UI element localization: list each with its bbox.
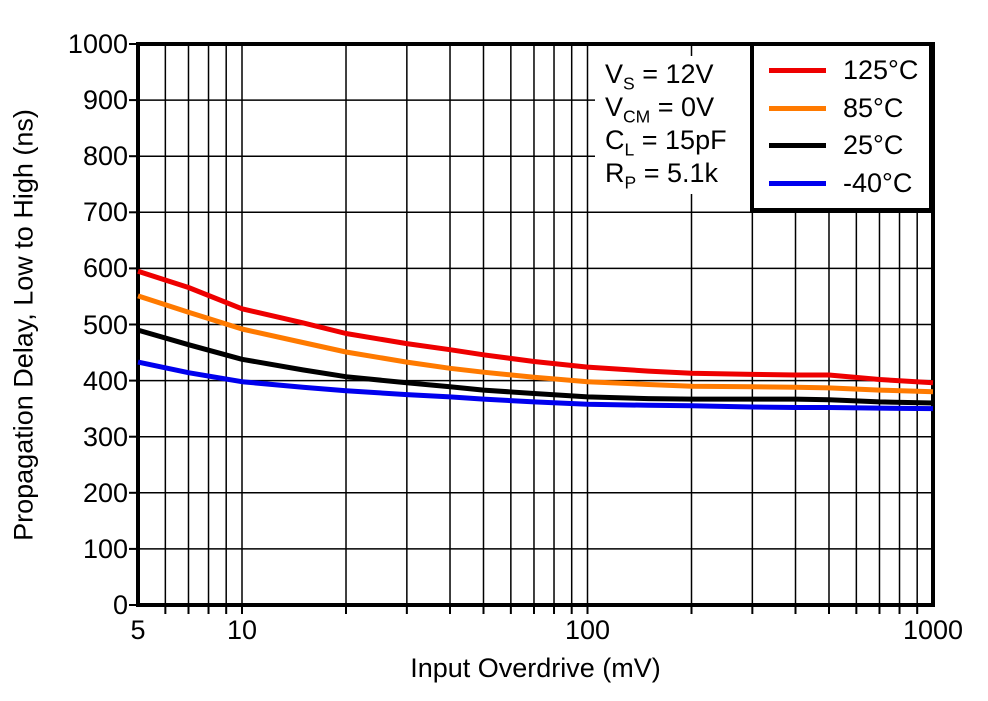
series-line xyxy=(137,268,934,386)
y-tick-label: 200 xyxy=(82,477,128,508)
legend-line-swatch xyxy=(769,143,826,149)
legend-label: 125°C xyxy=(843,54,919,85)
legend-label: -40°C xyxy=(843,168,913,199)
conditions-annotation: VS = 12V VCM = 0V CL = 15pF RP = 5.1k xyxy=(595,56,768,194)
condition-line: CL = 15pF xyxy=(605,125,727,160)
y-tick-label: 700 xyxy=(82,197,128,228)
legend-line-swatch xyxy=(769,105,826,111)
x-tick-label: 100 xyxy=(564,615,611,645)
y-axis-title: Propagation Delay, Low to High (ns) xyxy=(8,109,39,541)
y-tick-label: 0 xyxy=(112,590,128,620)
series-line xyxy=(137,327,934,406)
y-tick-label: 1000 xyxy=(67,29,128,59)
y-tick-label: 800 xyxy=(82,141,128,172)
series-line xyxy=(137,359,934,412)
condition-line: VS = 12V xyxy=(605,59,714,94)
y-tick-label: 600 xyxy=(82,253,128,284)
legend: 125°C 85°C 25°C -40°C xyxy=(750,42,933,212)
x-tick-label: 1000 xyxy=(902,615,964,645)
condition-line: RP = 5.1k xyxy=(605,158,719,193)
x-axis-title: Input Overdrive (mV) xyxy=(410,653,661,683)
y-tick-label: 400 xyxy=(82,365,128,396)
legend-item: -40°C xyxy=(754,170,929,197)
y-tick-label: 900 xyxy=(82,85,128,116)
legend-label: 85°C xyxy=(843,92,904,123)
y-tick-label: 300 xyxy=(82,421,128,452)
x-tick-label: 5 xyxy=(130,615,146,645)
legend-item: 25°C xyxy=(754,132,929,159)
y-tick-label: 100 xyxy=(82,533,128,564)
legend-label: 25°C xyxy=(843,130,904,161)
condition-line: VCM = 0V xyxy=(605,92,715,127)
plot-frame xyxy=(136,42,935,607)
y-tick-label: 500 xyxy=(82,309,128,340)
legend-item: 85°C xyxy=(754,92,929,123)
series-line xyxy=(137,293,934,395)
legend-line-swatch xyxy=(769,67,826,73)
legend-item: 125°C xyxy=(754,54,929,85)
x-tick-label: 10 xyxy=(226,615,258,645)
legend-line-swatch xyxy=(769,181,826,187)
